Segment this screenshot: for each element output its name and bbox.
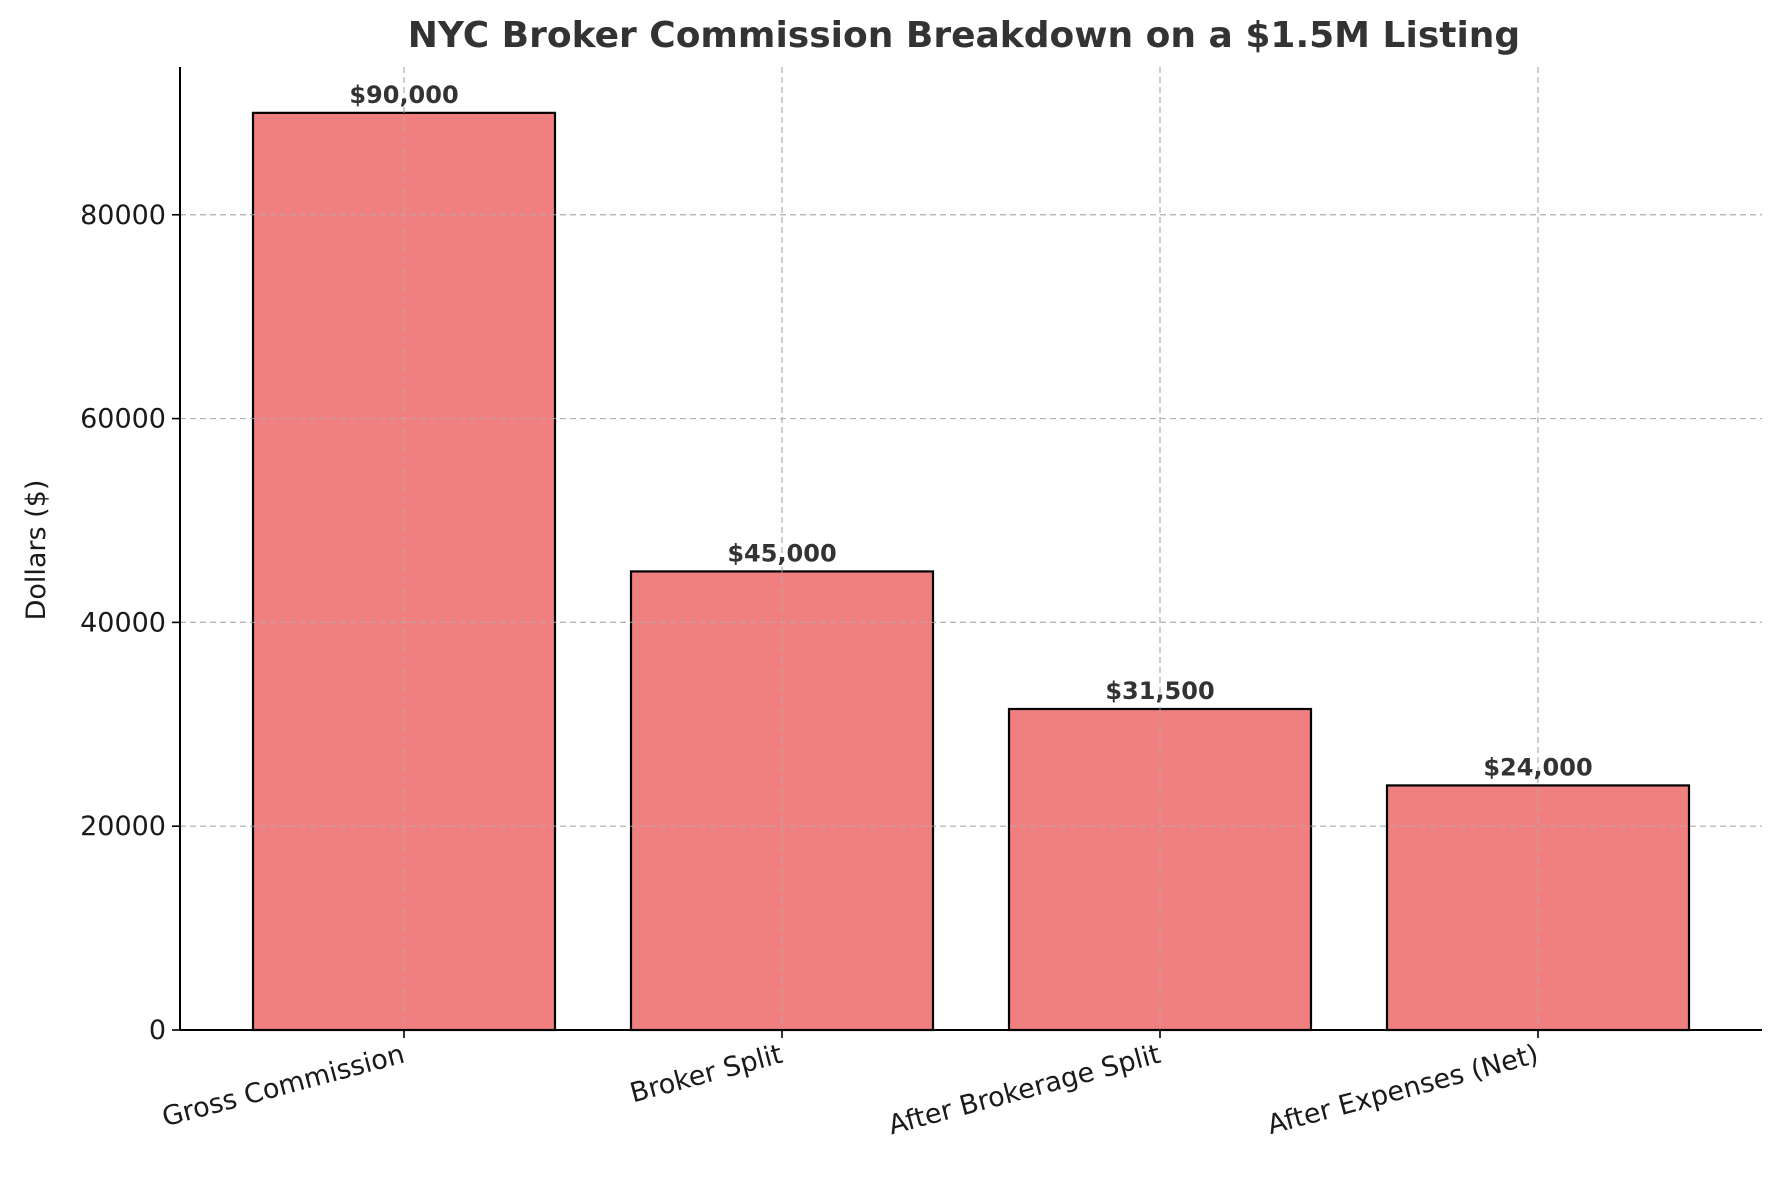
y-tick-label: 40000 — [80, 607, 166, 638]
y-axis-label: Dollars ($) — [21, 480, 52, 621]
data-label: $90,000 — [349, 81, 458, 109]
y-tick-label: 60000 — [80, 404, 166, 435]
data-label: $45,000 — [727, 539, 836, 567]
data-label: $31,500 — [1105, 677, 1214, 705]
data-labels: $90,000 $45,000 $31,500 $24,000 — [349, 81, 1592, 782]
y-tick-label: 80000 — [80, 200, 166, 231]
y-tick-label: 0 — [149, 1015, 166, 1046]
data-label: $24,000 — [1483, 753, 1592, 781]
chart-title: NYC Broker Commission Breakdown on a $1.… — [408, 15, 1520, 56]
y-tick-label: 20000 — [80, 811, 166, 842]
